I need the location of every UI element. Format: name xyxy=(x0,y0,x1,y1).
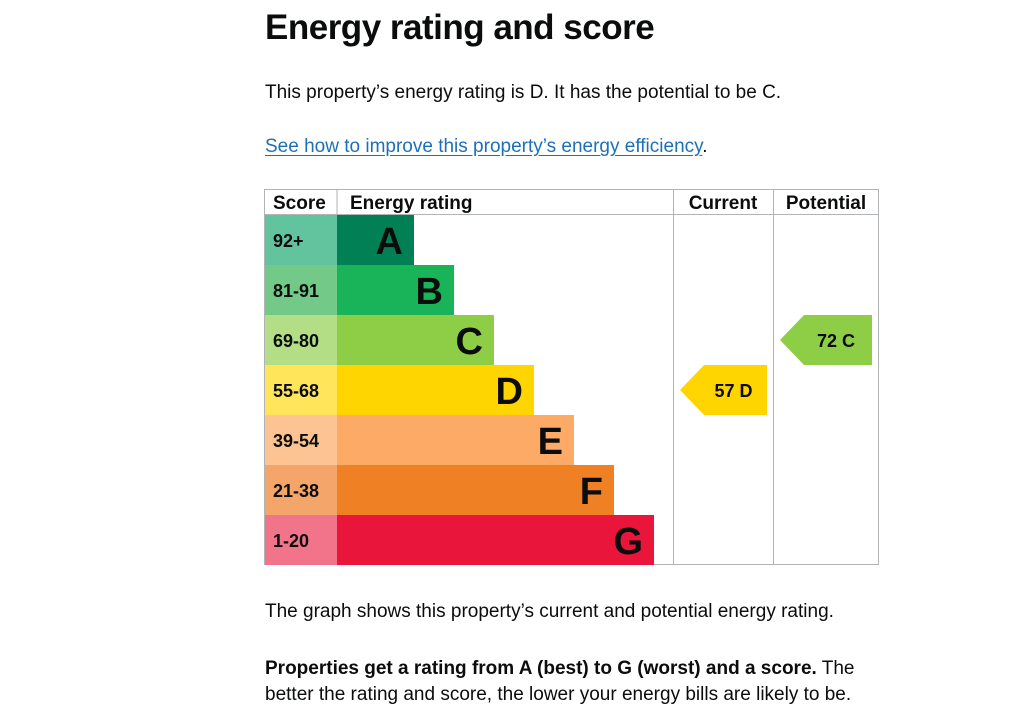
improve-efficiency-link[interactable]: See how to improve this property’s energ… xyxy=(265,136,703,157)
rating-bar-b xyxy=(337,265,454,315)
rating-bar-a xyxy=(337,215,414,265)
graph-caption: The graph shows this property’s current … xyxy=(265,601,834,622)
header-score: Score xyxy=(273,193,326,214)
current-rating-label: 57 D xyxy=(714,381,752,401)
header-energy-rating: Energy rating xyxy=(350,193,472,214)
rating-explanation-rest: The better the rating and score, the low… xyxy=(265,658,855,705)
rating-explanation-bold: Properties get a rating from A (best) to… xyxy=(265,658,817,679)
rating-bar-f xyxy=(337,465,614,515)
score-cell-d xyxy=(265,365,337,415)
energy-rating-chart: Score Energy rating Current Potential 92+ A 81… xyxy=(264,189,879,565)
page-title: Energy rating and score xyxy=(265,8,655,47)
rating-letter-d: D xyxy=(496,371,523,413)
header-potential: Potential xyxy=(786,193,866,214)
score-label-c: 69-80 xyxy=(273,331,319,351)
rating-bar-d xyxy=(337,365,534,415)
rating-letter-c: C xyxy=(456,321,483,363)
rating-bar-c xyxy=(337,315,494,365)
score-cell-e xyxy=(265,415,337,465)
link-suffix: . xyxy=(702,136,708,157)
potential-rating-label: 72 C xyxy=(817,331,855,351)
header-current: Current xyxy=(689,193,758,214)
improve-link-paragraph: See how to improve this property’s energ… xyxy=(265,136,708,158)
score-cell-b xyxy=(265,265,337,315)
score-label-d: 55-68 xyxy=(273,381,319,401)
rating-letter-e: E xyxy=(538,421,563,463)
score-label-g: 1-20 xyxy=(273,531,309,551)
current-rating-arrow xyxy=(680,365,767,415)
score-cell-f xyxy=(265,465,337,515)
score-cell-g xyxy=(265,515,337,565)
rating-letter-a: A xyxy=(376,221,403,263)
rating-letter-b: B xyxy=(416,271,443,313)
score-label-f: 21-38 xyxy=(273,481,319,501)
potential-rating-arrow xyxy=(780,315,872,365)
rating-explanation: Properties get a rating from A (best) to… xyxy=(265,656,905,708)
score-cell-a xyxy=(265,215,337,265)
rating-bar-g xyxy=(337,515,654,565)
rating-bar-e xyxy=(337,415,574,465)
rating-letter-g: G xyxy=(613,521,643,563)
score-label-e: 39-54 xyxy=(273,431,319,451)
score-label-b: 81-91 xyxy=(273,281,319,301)
rating-letter-f: F xyxy=(580,471,603,513)
score-label-a: 92+ xyxy=(273,231,304,251)
score-cell-c xyxy=(265,315,337,365)
rating-summary: This property’s energy rating is D. It h… xyxy=(265,82,782,103)
